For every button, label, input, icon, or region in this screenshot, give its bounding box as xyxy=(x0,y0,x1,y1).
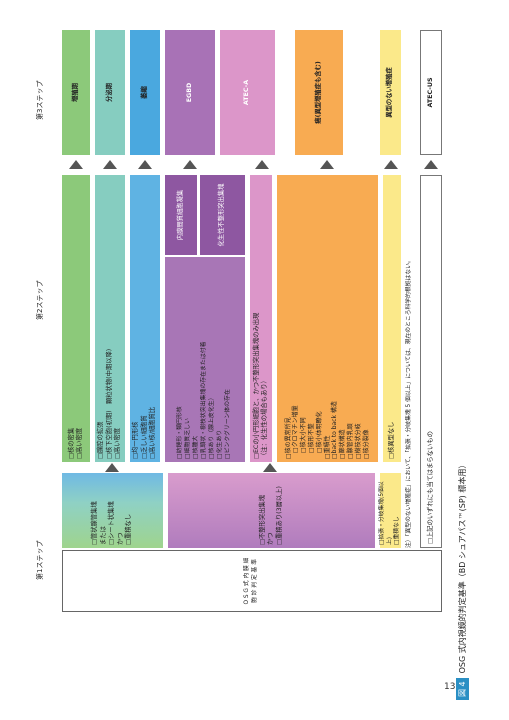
text: 癌(異型増殖症も含む) xyxy=(314,61,322,124)
caption: 図 4 OSG 式内視鏡的判定基準（BD シュアパス™(SP) 標本用） xyxy=(456,461,469,700)
caption-title: OSG 式内視鏡的判定基準（BD シュアパス™(SP) 標本用） xyxy=(458,460,467,674)
line: □高い密度 xyxy=(76,427,83,459)
line: □細胞質乏しい xyxy=(185,418,192,459)
step1-other: □上記のいずれにも当てはまらないもの xyxy=(420,175,442,548)
line: □腺腔の拡張 xyxy=(97,421,105,459)
line: □核分裂像 xyxy=(362,429,370,459)
step3-cancer: 癌(異型増殖症も含む) xyxy=(295,30,343,155)
line: □高い密度 xyxy=(114,427,122,459)
step-header: 第2ステップ xyxy=(36,280,44,320)
step1-abnormal: □不整形突出集塊 かつ □重積あり(3層以上) xyxy=(168,473,375,548)
arrow xyxy=(183,160,197,169)
line: □核の密集 xyxy=(67,427,75,459)
step2-atec-a: □ECの小円形細胞と、かつ不整形突出集塊のみ出現 （注：化生性の場合もあり） xyxy=(250,175,272,462)
step3-atrophic: 萎縮 xyxy=(130,30,160,155)
step2-proliferative: □核の密集 □高い密度 xyxy=(62,175,90,462)
arrow xyxy=(320,160,334,169)
step2-metaplastic: 化生性不整形突出集塊 xyxy=(200,175,245,255)
page-number: 13 xyxy=(444,682,456,692)
line: □紡錘形・類円形核 xyxy=(177,406,184,459)
text: 化生性不整形突出集塊 xyxy=(218,183,226,247)
line: □ピンクグリーン体の存在 xyxy=(224,389,231,459)
line: または xyxy=(99,526,107,545)
text: 異型のない増殖症 xyxy=(386,67,394,118)
text: 萎縮 xyxy=(140,86,148,99)
step3-atec-us: ATEC-US xyxy=(420,30,442,155)
text: ATEC-US xyxy=(426,77,434,108)
arrow xyxy=(103,160,117,169)
line: □重積あり(3層以上) xyxy=(275,486,283,545)
line: □樹枝状分岐 xyxy=(354,423,362,459)
line: □ECの小円形細胞と、かつ不整形突出集塊のみ出現 xyxy=(252,312,260,459)
line: □篩状構造 xyxy=(339,429,347,459)
line: （注：化生性の場合もあり） xyxy=(261,377,268,459)
step2-no-atypia: □核異型なし xyxy=(383,175,401,462)
line: □重積なし xyxy=(125,513,133,545)
step2-egbd: □紡錘形・類円形核 □細胞質乏しい □核腫大 □乳頭状・樹枝状突出集塊の存在または付着… xyxy=(165,257,245,462)
step2-secretory: □腺腔の拡張 □核下空胞(初期) 顆粒状物(中期以降) □高い密度 xyxy=(95,175,125,462)
arrow xyxy=(263,463,277,472)
line: □乏しい細胞質 xyxy=(140,415,148,459)
line: □拡張・分岐集塊(5個以上) xyxy=(378,481,393,545)
text: □核異型なし xyxy=(387,421,395,459)
text: 内膜間質細胞凝集 xyxy=(176,189,184,241)
line: □不整形突出集塊 xyxy=(258,494,266,545)
line: □高い核/細胞質比 xyxy=(149,406,157,459)
line: □核小体明瞭化 xyxy=(315,411,323,459)
arrow xyxy=(255,160,269,169)
step1-hyperplasia: □拡張・分岐集塊(5個以上) □重積なし xyxy=(378,473,401,548)
line: □重積なし xyxy=(394,516,401,545)
line: □シート状集塊 xyxy=(108,501,116,545)
line: □均一円形核 xyxy=(132,421,140,459)
step2-cancer: □核の異常所見 □クロマチン増量 □核大小不同 □核形不整 □核小体明瞭化 □重積… xyxy=(277,175,378,462)
step3-secretory: 分泌期 xyxy=(95,30,125,155)
step2-atrophic: □均一円形核 □乏しい細胞質 □高い核/細胞質比 xyxy=(130,175,160,462)
line: □核大小不同 xyxy=(300,417,308,459)
line: □核あり（腺上皮化生） xyxy=(208,394,215,459)
arrow xyxy=(424,160,438,169)
arrow xyxy=(69,160,83,169)
line: かつ xyxy=(267,532,275,545)
note: 注）「異型のない増殖症」において、「拡張・分岐集塊 5 個以上」については、現在… xyxy=(406,257,412,548)
figure-number: 図 4 xyxy=(456,678,469,700)
step-header: 第1ステップ xyxy=(36,540,44,580)
step2-stromal: 内膜間質細胞凝集 xyxy=(165,175,197,255)
line: □核形不整 xyxy=(308,423,315,459)
line: □化生あり xyxy=(216,429,223,459)
text: 分泌期 xyxy=(105,83,113,102)
line: かつ xyxy=(116,532,124,545)
criteria-box: O S G 式 内 膜 細 胞 診 判 定 基 準 xyxy=(62,550,442,612)
criteria-label: O S G 式 内 膜 細 胞 診 判 定 基 準 xyxy=(244,557,258,605)
text: ATEC-A xyxy=(243,79,251,106)
line: □back to back 構造 xyxy=(331,401,339,459)
step-header: 第3ステップ xyxy=(36,80,44,120)
line: □管状腺管集塊 xyxy=(91,501,99,545)
line: □乳頭状・樹枝状突出集塊の存在または付着 xyxy=(201,341,208,460)
line: □腺管内乳頭 xyxy=(346,423,354,459)
step3-hyperplasia: 異型のない増殖症 xyxy=(380,30,401,155)
step3-egbd: EGBD xyxy=(165,30,215,155)
arrow xyxy=(384,160,398,169)
step3-proliferative: 増殖期 xyxy=(62,30,90,155)
text: EGBD xyxy=(185,82,193,103)
arrow xyxy=(138,160,152,169)
step1-normal: □管状腺管集塊 または □シート状集塊 かつ □重積なし xyxy=(62,473,163,548)
arrow xyxy=(105,463,119,472)
text: 増殖期 xyxy=(71,83,79,102)
line: □核腫大 xyxy=(193,435,200,459)
text: □上記のいずれにも当てはまらないもの xyxy=(426,431,434,544)
step3-atec-a: ATEC-A xyxy=(220,30,275,155)
line: □核下空胞(初期) 顆粒状物(中期以降) xyxy=(105,348,113,459)
